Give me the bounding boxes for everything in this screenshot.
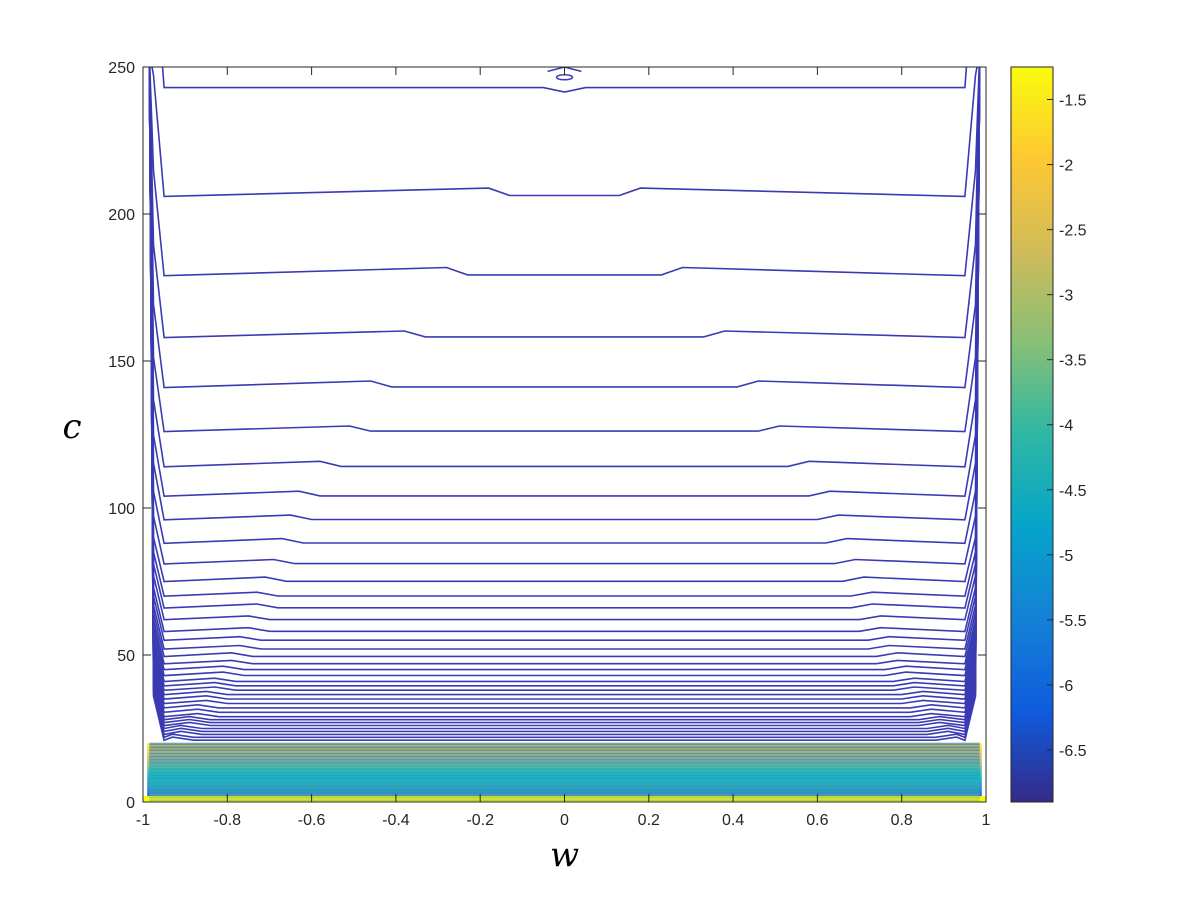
contour-line bbox=[151, 67, 978, 198]
colorbar: -6.5 -6 -5.5 -5 -4.5 -4 -3.5 -3 -2.5 -2 -1.5 bbox=[1010, 66, 1087, 803]
contour-line bbox=[148, 67, 981, 687]
colorbar-tick-label: -3 bbox=[1059, 288, 1073, 305]
y-tick-label: 0 bbox=[126, 795, 135, 812]
plot-area: -1 -0.8 -0.6 -0.4 -0.2 0 0.2 0.4 0.6 0.8 1 0 50 100 1… bbox=[108, 60, 991, 829]
x-axis-ticks: -1 -0.8 -0.6 -0.4 -0.2 0 0.2 0.4 0.6 0.8 1 bbox=[136, 67, 991, 829]
contour-line bbox=[148, 67, 981, 339]
contour-line bbox=[148, 67, 981, 665]
contour-line bbox=[148, 67, 981, 389]
x-tick-label: -0.8 bbox=[214, 812, 242, 829]
x-tick-label: 0.6 bbox=[806, 812, 828, 829]
contour-line bbox=[148, 67, 981, 700]
y-tick-label: 100 bbox=[108, 501, 135, 518]
x-tick-label: -0.4 bbox=[382, 812, 410, 829]
x-tick-label: 0 bbox=[560, 812, 569, 829]
contour-line bbox=[148, 67, 981, 609]
contour-line bbox=[148, 67, 981, 671]
contour-line bbox=[148, 67, 981, 598]
colorbar-tick-label: -6 bbox=[1059, 678, 1073, 695]
x-tick-label: -0.6 bbox=[298, 812, 326, 829]
contour-line bbox=[148, 67, 981, 545]
contour-line bbox=[148, 67, 981, 705]
contour-line bbox=[148, 67, 981, 468]
colorbar-tick-label: -6.5 bbox=[1059, 743, 1087, 760]
colorbar-ticks: -6.5 -6 -5.5 -5 -4.5 -4 -3.5 -3 -2.5 -2 -1.5 bbox=[1047, 93, 1087, 760]
contour-line bbox=[148, 67, 981, 621]
colorbar-tick-label: -2.5 bbox=[1059, 223, 1087, 240]
colorbar-tick-label: -5.5 bbox=[1059, 613, 1087, 630]
contour-line bbox=[148, 67, 981, 565]
contour-cusp bbox=[547, 67, 582, 73]
x-tick-label: 1 bbox=[982, 812, 991, 829]
contour-line bbox=[148, 67, 981, 714]
x-axis-label: w bbox=[550, 835, 579, 875]
colorbar-tick-label: -4 bbox=[1059, 418, 1073, 435]
contour-line bbox=[149, 67, 980, 277]
x-tick-label: -1 bbox=[136, 812, 150, 829]
contour-line bbox=[148, 67, 981, 677]
contour-line bbox=[148, 67, 981, 709]
plot-background bbox=[143, 67, 986, 802]
colorbar-frame bbox=[1010, 66, 1054, 803]
contour-line bbox=[148, 67, 981, 683]
x-tick-label: -0.2 bbox=[466, 812, 494, 829]
colorbar-tick-label: -3.5 bbox=[1059, 353, 1087, 370]
colorbar-tick-label: -2 bbox=[1059, 158, 1073, 175]
y-tick-label: 50 bbox=[117, 648, 135, 665]
contour-line bbox=[161, 67, 968, 93]
contour-line bbox=[148, 67, 981, 633]
colorbar-tick-label: -5 bbox=[1059, 548, 1073, 565]
contour-line bbox=[148, 67, 981, 658]
contour-line bbox=[148, 67, 981, 696]
contour-line bbox=[148, 67, 981, 583]
x-tick-label: 0.4 bbox=[722, 812, 744, 829]
colorbar-tick-label: -1.5 bbox=[1059, 93, 1087, 110]
y-tick-label: 150 bbox=[108, 354, 135, 371]
y-axis-ticks: 0 50 100 150 200 250 bbox=[108, 60, 986, 812]
contour-line bbox=[148, 67, 981, 433]
colorbar-gradient bbox=[1011, 67, 1053, 802]
contour-line bbox=[148, 67, 981, 498]
y-tick-label: 250 bbox=[108, 60, 135, 77]
contour-line bbox=[148, 67, 981, 742]
contour-line bbox=[148, 67, 981, 650]
x-tick-label: 0.2 bbox=[638, 812, 660, 829]
y-tick-label: 200 bbox=[108, 207, 135, 224]
x-tick-label: 0.8 bbox=[891, 812, 913, 829]
contour-line bbox=[148, 67, 981, 692]
contour-line bbox=[148, 67, 981, 642]
colorbar-tick-label: -4.5 bbox=[1059, 483, 1087, 500]
y-axis-label: c bbox=[62, 407, 81, 447]
contour-line bbox=[148, 67, 981, 521]
